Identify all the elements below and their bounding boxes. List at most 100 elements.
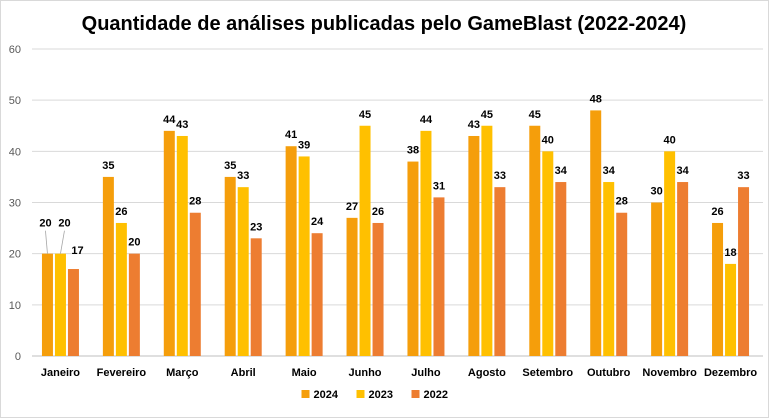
bar-2023-julho <box>420 130 432 356</box>
bar-2022-outubro <box>616 212 628 356</box>
data-label-2023-maio: 39 <box>298 139 310 151</box>
data-label-2022-fevereiro: 20 <box>128 237 140 249</box>
data-label-2024-julho: 38 <box>407 145 419 157</box>
bar-2022-fevereiro <box>128 253 140 356</box>
bar-2024-outubro <box>590 110 602 357</box>
data-label-2024-dezembro: 26 <box>711 206 723 218</box>
bar-2022-novembro <box>677 182 689 356</box>
bar-2024-novembro <box>651 202 663 356</box>
bar-2023-junho <box>359 125 371 356</box>
x-tick-label-fevereiro: Fevereiro <box>97 367 147 379</box>
bar-2024-janeiro <box>41 253 53 356</box>
bars <box>41 110 750 357</box>
bar-2022-junho <box>372 222 384 356</box>
bar-2023-dezembro <box>725 263 737 356</box>
bar-2022-março <box>189 212 201 356</box>
bar-2022-agosto <box>494 187 506 356</box>
data-label-2022-maio: 24 <box>311 216 324 228</box>
y-tick-label-60: 60 <box>9 44 21 56</box>
data-label-2023-fevereiro: 26 <box>115 206 127 218</box>
data-label-2024-abril: 35 <box>224 160 236 172</box>
data-label-2022-outubro: 28 <box>616 196 628 208</box>
data-label-2022-julho: 31 <box>433 180 445 192</box>
bar-2022-abril <box>250 238 262 356</box>
data-label-2022-janeiro: 17 <box>71 245 83 257</box>
bar-2024-dezembro <box>712 222 724 356</box>
bar-2023-abril <box>237 187 249 356</box>
data-label-2024-janeiro: 20 <box>39 218 51 230</box>
y-tick-label-20: 20 <box>9 249 21 261</box>
x-tick-label-março: Março <box>166 367 199 379</box>
bar-2023-novembro <box>664 151 676 356</box>
x-tick-label-agosto: Agosto <box>468 367 506 379</box>
data-label-2023-junho: 45 <box>359 109 371 121</box>
data-label-2022-novembro: 34 <box>677 165 690 177</box>
data-label-2024-fevereiro: 35 <box>102 160 114 172</box>
bar-2023-maio <box>298 156 310 356</box>
data-label-2024-agosto: 43 <box>468 119 480 131</box>
x-tick-label-janeiro: Janeiro <box>41 367 80 379</box>
y-tick-label-0: 0 <box>15 351 21 363</box>
y-tick-label-40: 40 <box>9 146 21 158</box>
legend-swatch-2023 <box>356 390 365 398</box>
bar-2024-maio <box>285 146 297 356</box>
bar-2024-agosto <box>468 135 480 356</box>
data-label-2024-novembro: 30 <box>651 186 663 198</box>
data-label-2023-setembro: 40 <box>542 134 554 146</box>
x-tick-label-abril: Abril <box>231 367 256 379</box>
data-label-2023-dezembro: 18 <box>724 247 736 259</box>
x-tick-label-junho: Junho <box>349 367 382 379</box>
bar-2022-maio <box>311 233 323 356</box>
data-label-2022-junho: 26 <box>372 206 384 218</box>
gridlines <box>32 48 763 306</box>
x-tick-label-maio: Maio <box>292 367 317 379</box>
bar-2022-dezembro <box>738 187 750 356</box>
y-tick-label-50: 50 <box>9 95 21 107</box>
data-label-2022-dezembro: 33 <box>737 170 749 182</box>
legend-swatch-2022 <box>411 390 420 398</box>
x-tick-label-dezembro: Dezembro <box>704 367 757 379</box>
data-label-2023-março: 43 <box>176 119 188 131</box>
bar-2023-março <box>176 135 188 356</box>
bar-2022-setembro <box>555 182 567 356</box>
legend: 2024 2023 2022 <box>301 389 448 401</box>
bar-2022-janeiro <box>67 269 79 356</box>
bar-2023-fevereiro <box>115 222 127 356</box>
data-label-2022-março: 28 <box>189 196 201 208</box>
x-tick-label-setembro: Setembro <box>522 367 573 379</box>
bar-2023-setembro <box>542 151 554 356</box>
leader-line-2024-janeiro <box>45 230 48 254</box>
label-leader-lines <box>45 230 65 254</box>
y-tick-label-30: 30 <box>9 198 21 210</box>
data-label-2024-junho: 27 <box>346 201 358 213</box>
x-tick-label-novembro: Novembro <box>642 367 697 379</box>
data-label-2023-novembro: 40 <box>664 134 676 146</box>
chart-title: Quantidade de análises publicadas pelo G… <box>82 13 687 35</box>
data-label-2022-abril: 23 <box>250 221 262 233</box>
axes: 0 10 20 30 40 50 60 Janeiro Fevereiro Março Abril M… <box>9 44 763 379</box>
bar-2024-fevereiro <box>102 176 114 356</box>
data-label-2024-outubro: 48 <box>590 93 602 105</box>
bar-2024-setembro <box>529 125 541 356</box>
legend-label-2023: 2023 <box>369 389 393 401</box>
legend-label-2024: 2024 <box>314 389 339 401</box>
bar-2023-outubro <box>603 182 615 356</box>
bar-2024-julho <box>407 161 419 356</box>
y-tick-label-10: 10 <box>9 300 21 312</box>
data-label-2022-agosto: 33 <box>494 170 506 182</box>
legend-swatch-2024 <box>301 390 310 398</box>
data-label-2023-outubro: 34 <box>603 165 616 177</box>
data-label-2023-julho: 44 <box>420 114 433 126</box>
data-label-2022-setembro: 34 <box>555 165 568 177</box>
data-label-2024-março: 44 <box>163 114 176 126</box>
x-tick-label-julho: Julho <box>411 367 441 379</box>
leader-line-2023-janeiro <box>60 230 65 254</box>
bar-2024-abril <box>224 176 236 356</box>
bar-2023-janeiro <box>54 253 66 356</box>
bar-2022-julho <box>433 197 445 356</box>
bar-2024-março <box>163 130 175 356</box>
data-label-2023-janeiro: 20 <box>58 218 70 230</box>
